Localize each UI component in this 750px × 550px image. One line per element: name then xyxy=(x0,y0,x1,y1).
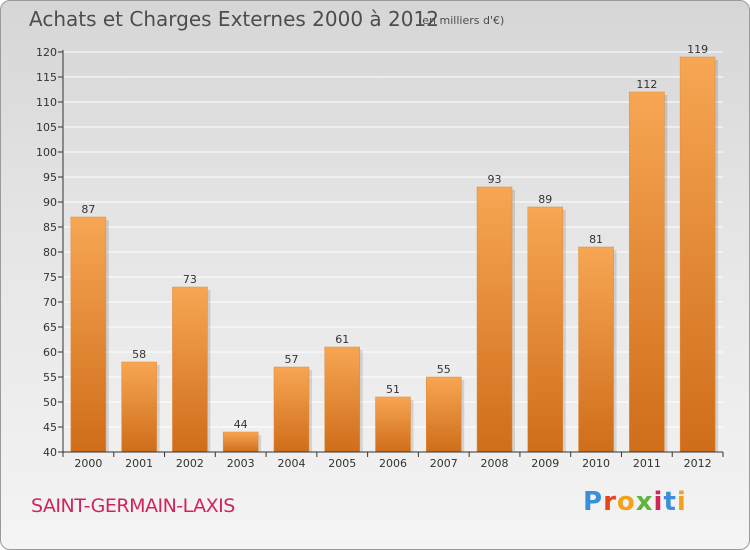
bar-2003 xyxy=(222,431,259,453)
y-tick-label: 60 xyxy=(43,346,57,359)
logo-letter: i xyxy=(676,487,687,517)
logo-letter: r xyxy=(603,487,617,517)
y-tick-label: 40 xyxy=(43,446,57,459)
bar-2010 xyxy=(578,246,614,453)
proxiti-logo[interactable]: Proxiti xyxy=(583,487,687,517)
x-tick-label: 2009 xyxy=(531,457,559,470)
town-name: SAINT-GERMAIN-LAXIS xyxy=(31,495,235,517)
x-tick-label: 2008 xyxy=(481,457,509,470)
bars: 87 58 73 44 57 61 51 55 93 89 81 112 119 xyxy=(70,43,719,453)
logo-letter: t xyxy=(663,487,677,517)
logo-letter: x xyxy=(635,487,654,517)
value-label-2007: 55 xyxy=(437,363,451,376)
bar-2011 xyxy=(629,91,665,453)
value-label-2009: 89 xyxy=(538,193,552,206)
y-tick-label: 70 xyxy=(43,296,57,309)
bar-2007 xyxy=(426,376,462,453)
x-tick-label: 2003 xyxy=(227,457,255,470)
y-tick-label: 120 xyxy=(36,46,57,59)
y-tick-label: 95 xyxy=(43,171,57,184)
value-label-2000: 87 xyxy=(81,203,95,216)
y-tick-label: 50 xyxy=(43,396,57,409)
x-tick-label: 2004 xyxy=(277,457,305,470)
x-tick-label: 2005 xyxy=(328,457,356,470)
value-label-2004: 57 xyxy=(284,353,298,366)
x-tick-label: 2000 xyxy=(74,457,102,470)
logo-letter: o xyxy=(616,487,636,517)
value-label-2002: 73 xyxy=(183,273,197,286)
chart-unit: (en milliers d'€) xyxy=(418,14,505,27)
bar-2012 xyxy=(679,56,716,453)
x-tick-label: 2007 xyxy=(430,457,458,470)
bar-2005 xyxy=(324,346,360,453)
bar-2000 xyxy=(70,216,107,453)
x-tick-label: 2010 xyxy=(582,457,610,470)
y-tick-label: 85 xyxy=(43,221,57,234)
x-tick-label: 2006 xyxy=(379,457,407,470)
value-label-2012: 119 xyxy=(687,43,708,56)
y-tick-label: 75 xyxy=(43,271,57,284)
x-tick-label: 2001 xyxy=(125,457,153,470)
value-label-2010: 81 xyxy=(589,233,603,246)
logo-letter: i xyxy=(653,487,664,517)
y-tick-label: 45 xyxy=(43,421,57,434)
x-tick-label: 2012 xyxy=(684,457,712,470)
y-tick-label: 90 xyxy=(43,196,57,209)
bar-2004 xyxy=(273,366,310,453)
axes: 40 45 50 55 60 65 70 75 80 85 90 95 100 105 110 115 120 2… xyxy=(36,46,724,470)
y-tick-label: 105 xyxy=(36,121,57,134)
bar-2008 xyxy=(476,186,513,453)
x-tick-label: 2011 xyxy=(633,457,661,470)
value-label-2003: 44 xyxy=(234,418,248,431)
x-tick-label: 2002 xyxy=(176,457,204,470)
y-tick-label: 100 xyxy=(36,146,57,159)
value-label-2006: 51 xyxy=(386,383,400,396)
chart-title: Achats et Charges Externes 2000 à 2012 xyxy=(29,7,439,31)
value-label-2011: 112 xyxy=(636,78,657,91)
bar-2009 xyxy=(527,206,564,453)
bar-2002 xyxy=(172,286,208,453)
y-tick-label: 65 xyxy=(43,321,57,334)
y-tick-label: 110 xyxy=(36,96,57,109)
y-tick-label: 55 xyxy=(43,371,57,384)
value-label-2001: 58 xyxy=(132,348,146,361)
logo-letter: P xyxy=(583,487,604,517)
y-tick-label: 115 xyxy=(36,71,57,84)
bar-2001 xyxy=(121,361,157,453)
value-label-2005: 61 xyxy=(335,333,349,346)
value-label-2008: 93 xyxy=(488,173,502,186)
y-tick-label: 80 xyxy=(43,246,57,259)
bar-2006 xyxy=(375,396,411,453)
